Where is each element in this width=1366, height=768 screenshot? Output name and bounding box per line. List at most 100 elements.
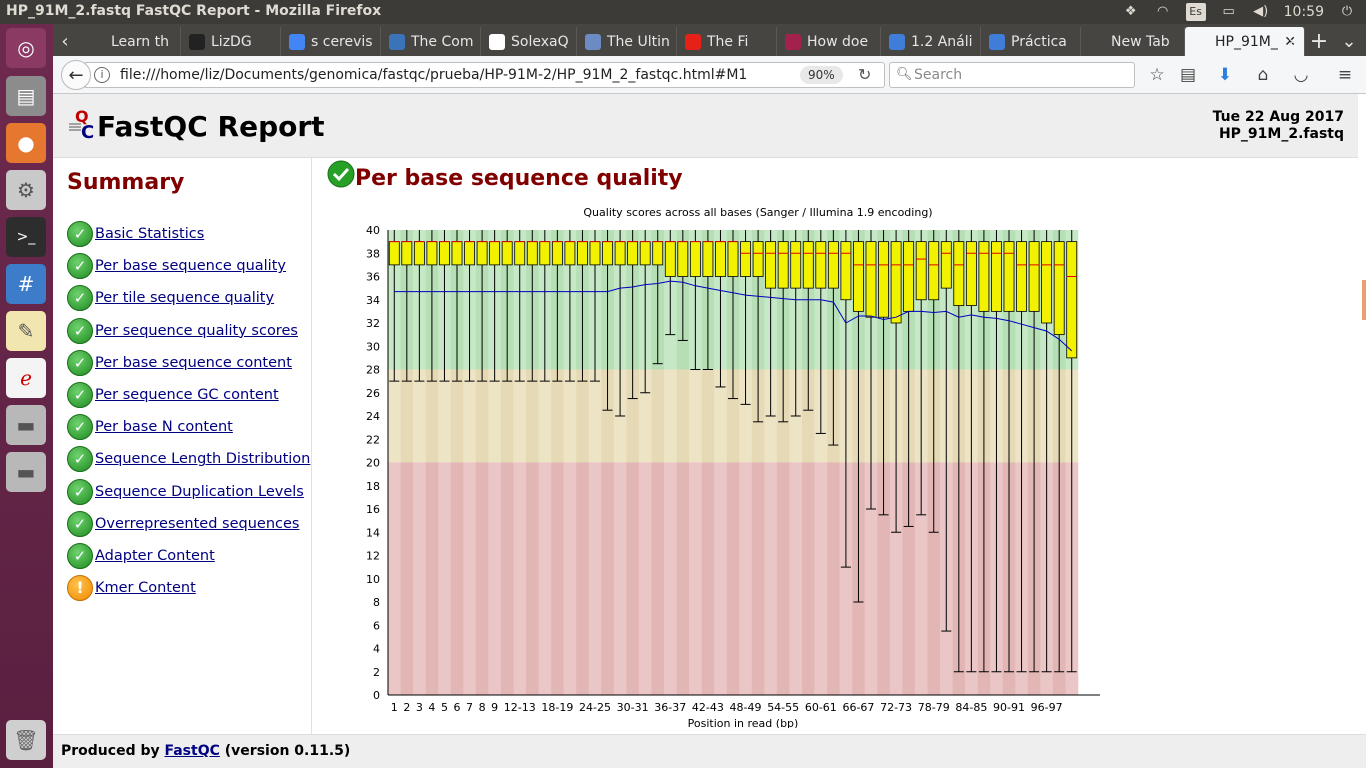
box — [727, 241, 739, 277]
summary-link[interactable]: Per sequence quality scores — [95, 322, 298, 339]
box — [715, 241, 726, 277]
ubuntu-dash-icon[interactable]: ◎ — [6, 28, 46, 68]
app-icon[interactable]: # — [6, 264, 46, 304]
quality-band — [413, 369, 426, 463]
clock[interactable]: 10:59 — [1283, 4, 1324, 20]
text-editor-icon[interactable]: ✎ — [6, 311, 46, 351]
summary-link[interactable]: Adapter Content — [95, 548, 215, 564]
list-all-tabs-icon[interactable]: ⌄ — [1341, 31, 1357, 52]
y-tick-label: 40 — [366, 224, 380, 237]
box — [677, 241, 689, 277]
home-icon[interactable]: ⌂ — [1257, 65, 1269, 85]
summary-link[interactable]: Per sequence GC content — [95, 387, 279, 403]
tab-close-icon[interactable]: ✕ — [1284, 33, 1296, 50]
url-bar[interactable]: i file:///home/liz/Documents/genomica/fa… — [85, 62, 885, 88]
box — [815, 241, 827, 289]
quality-band — [551, 369, 564, 463]
tab-4[interactable]: The Com — [381, 27, 481, 56]
x-tick-label: 3 — [416, 701, 423, 714]
navigation-toolbar: i file:///home/liz/Documents/genomica/fa… — [53, 56, 1366, 94]
x-tick-label: 36-37 — [654, 701, 686, 714]
scrollbar-thumb[interactable] — [1362, 280, 1366, 320]
quality-boxplot-chart: Quality scores across all bases (Sanger … — [366, 206, 1100, 728]
battery-icon[interactable]: ▭ — [1222, 4, 1235, 19]
summary-link[interactable]: Per base sequence quality — [95, 258, 286, 275]
drive-icon[interactable]: ▬ — [6, 405, 46, 445]
reload-icon[interactable]: ↻ — [858, 65, 872, 84]
summary-link[interactable]: Sequence Length Distribution — [95, 451, 311, 468]
footer-text: Produced by FastQC (version 0.11.5) — [61, 743, 350, 759]
tab-7[interactable]: The Fi — [677, 27, 777, 56]
report-title: FastQC Report — [97, 110, 325, 143]
pass-check-icon: ✓ — [67, 446, 93, 473]
quality-band — [638, 462, 652, 695]
summary-link[interactable]: Per base sequence content — [95, 354, 292, 371]
x-tick-label: 42-43 — [692, 701, 724, 714]
summary-link[interactable]: Per base N content — [95, 419, 233, 436]
scroll-tabs-left-icon[interactable]: ‹ — [61, 31, 69, 52]
summary-link[interactable]: Overrepresented sequences — [95, 515, 300, 532]
site-info-icon[interactable]: i — [94, 67, 110, 83]
quality-band — [714, 462, 728, 695]
tab-1[interactable]: Learn th — [81, 27, 181, 56]
files-icon[interactable]: ▤ — [6, 76, 46, 116]
bookmark-star-icon[interactable]: ☆ — [1149, 65, 1165, 85]
summary-link[interactable]: Per tile sequence quality — [95, 290, 275, 307]
tab-label: LizDG — [211, 33, 252, 50]
report-footer: Produced by FastQC (version 0.11.5) — [53, 734, 1366, 768]
quality-band — [576, 369, 590, 463]
back-button[interactable]: ← — [61, 60, 91, 90]
x-tick-label: 6 — [454, 701, 461, 714]
new-tab-button[interactable]: + — [1309, 29, 1329, 54]
pdf-viewer-icon[interactable]: ℯ — [6, 358, 46, 398]
box — [664, 241, 676, 277]
tab-10[interactable]: Práctica — [981, 27, 1081, 56]
quality-band — [739, 369, 753, 463]
search-input[interactable] — [914, 66, 1124, 84]
quality-band — [651, 462, 665, 695]
volume-icon[interactable]: ◀) — [1253, 4, 1269, 19]
tab-12[interactable]: HP_91M_ ✕ — [1185, 27, 1305, 56]
box — [928, 241, 940, 301]
settings-icon[interactable]: ⚙ — [6, 170, 46, 210]
tab-2[interactable]: LizDG — [181, 27, 281, 56]
quality-band — [475, 369, 489, 463]
keyboard-layout-indicator[interactable]: Es — [1185, 3, 1206, 21]
menu-icon[interactable]: ≡ — [1337, 65, 1353, 85]
quality-band — [676, 369, 690, 463]
scroll-tabs-right-icon[interactable]: › — [1287, 31, 1295, 52]
tab-label: 1.2 Análi — [911, 33, 973, 50]
summary-link[interactable]: Kmer Content — [95, 580, 196, 597]
tab-9[interactable]: 1.2 Análi — [881, 27, 981, 56]
summary-link[interactable]: Basic Statistics — [95, 226, 205, 242]
quality-band — [488, 369, 502, 463]
firefox-icon[interactable]: ● — [6, 123, 46, 163]
power-icon[interactable]: ⏻ — [1341, 4, 1353, 19]
pocket-icon[interactable]: ◡ — [1293, 65, 1309, 85]
pass-check-icon: ✓ — [67, 317, 93, 344]
zoom-level-badge[interactable]: 90% — [800, 66, 843, 84]
terminal-icon[interactable]: >_ — [6, 217, 46, 257]
module-panel: Per base sequence quality Quality scores… — [313, 158, 1358, 734]
box — [853, 241, 864, 312]
trash-icon[interactable]: 🗑 — [6, 720, 46, 760]
fastqc-link[interactable]: FastQC — [164, 743, 220, 759]
quality-band — [438, 462, 452, 695]
quality-band — [400, 462, 414, 695]
quality-band — [613, 462, 627, 695]
tab-3[interactable]: s cerevis — [281, 27, 381, 56]
dropbox-icon[interactable]: ❖ — [1124, 4, 1137, 19]
tab-5[interactable]: SolexaQ — [481, 27, 577, 56]
tab-label: The Com — [411, 33, 474, 50]
tab-6[interactable]: The Ultin — [577, 27, 677, 56]
drive-icon[interactable]: ▬ — [6, 452, 46, 492]
tab-8[interactable]: How doe — [777, 27, 881, 56]
reading-list-icon[interactable]: ▤ — [1179, 65, 1197, 85]
wifi-icon[interactable]: ◠ — [1156, 4, 1169, 19]
search-bar[interactable]: 🔍︎ — [889, 62, 1135, 88]
downloads-icon[interactable]: ⬇ — [1217, 65, 1233, 85]
tab-11[interactable]: New Tab — [1081, 27, 1185, 56]
summary-link[interactable]: Sequence Duplication Levels — [95, 483, 304, 500]
quality-band — [626, 369, 640, 463]
url-text[interactable]: file:///home/liz/Documents/genomica/fast… — [120, 67, 748, 83]
